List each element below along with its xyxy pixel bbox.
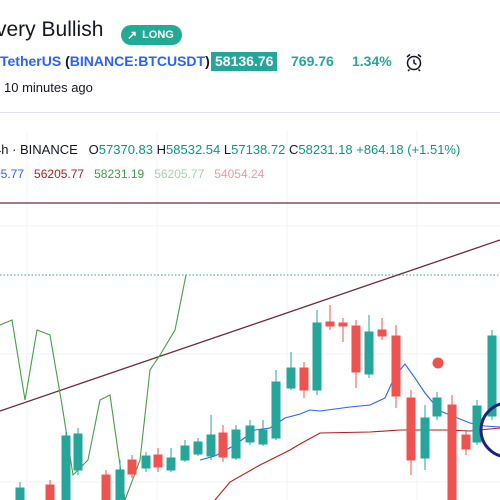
high-value: 58532.54	[166, 142, 221, 157]
candlesticks	[15, 305, 497, 500]
high-label: H	[156, 142, 167, 157]
idea-title: very Bullish	[0, 18, 104, 41]
lead-b-value: 54054.24	[214, 167, 265, 181]
low-value: 57138.72	[231, 142, 286, 157]
close-value: 58231.18	[298, 142, 353, 157]
timeframe-label[interactable]: 4h · BINANCE	[0, 142, 78, 157]
trend-line[interactable]	[0, 239, 500, 412]
long-badge: ↗ LONG	[121, 25, 182, 45]
price-badge: 58136.76	[211, 52, 278, 71]
circle-annotation[interactable]	[479, 402, 500, 458]
ichimoku-legend: 05.77 56205.77 58231.19 56205.77 54054.2…	[0, 167, 264, 181]
symbol-name[interactable]: TetherUS	[0, 53, 62, 69]
open-label: O	[88, 142, 99, 157]
bar-change: +864.18 (+1.51%)	[356, 142, 461, 157]
lagging-value: 58231.19	[94, 167, 145, 181]
open-value: 57370.83	[98, 142, 154, 157]
lagging-span-line	[0, 274, 187, 500]
header-divider	[0, 112, 500, 113]
symbol-code[interactable]: BINANCE:BTCUSDT	[69, 53, 206, 69]
chart-grid	[0, 130, 500, 500]
price-change-percent: 1.34%	[352, 53, 392, 69]
base-line	[214, 427, 500, 500]
price-chart[interactable]	[0, 130, 500, 500]
conversion-value: 05.77	[0, 167, 25, 181]
low-label: L	[223, 142, 232, 157]
signal-dot[interactable]	[432, 357, 444, 369]
published-time: 10 minutes ago	[4, 80, 93, 95]
close-label: C	[288, 142, 299, 157]
badge-label: LONG	[142, 29, 174, 41]
ohlc-legend: 4h · BINANCE O57370.83 H58532.54 L57138.…	[0, 142, 460, 157]
alarm-clock-icon[interactable]	[404, 52, 424, 72]
symbol-link[interactable]: TetherUS (BINANCE:BTCUSDT)	[0, 53, 210, 69]
lead-a-value: 56205.77	[154, 167, 205, 181]
arrow-up-right-icon: ↗	[127, 28, 138, 42]
base-value: 56205.77	[34, 167, 85, 181]
price-change: 769.76	[291, 53, 334, 69]
